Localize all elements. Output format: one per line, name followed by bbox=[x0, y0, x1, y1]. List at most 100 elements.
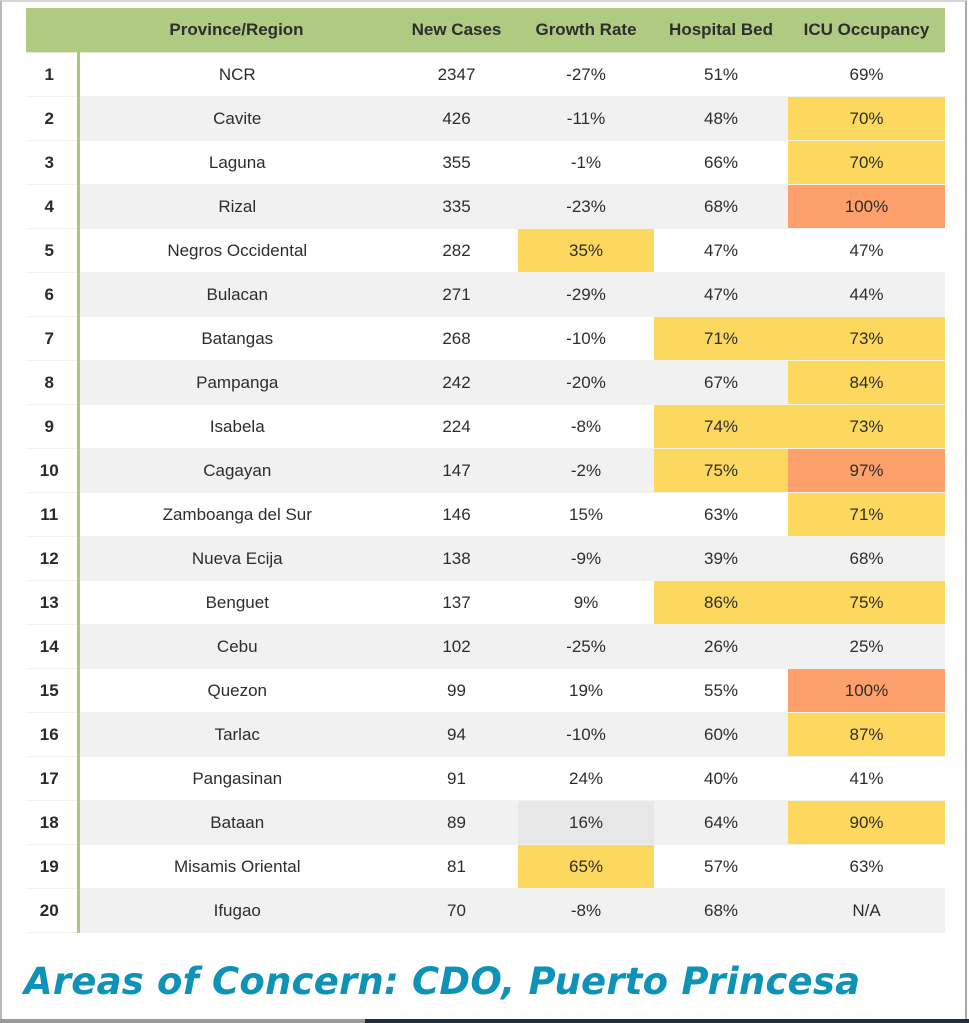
table-row: 13 Benguet 137 9% 86% 75% bbox=[26, 580, 945, 625]
icu-occupancy-cell: 47% bbox=[788, 228, 945, 273]
growth-rate-cell: -23% bbox=[518, 184, 654, 229]
new-cases-cell: 89 bbox=[395, 800, 518, 845]
hospital-bed-cell: 47% bbox=[654, 228, 788, 273]
growth-rate-cell: -10% bbox=[518, 712, 654, 757]
province-cell: Ifugao bbox=[78, 888, 395, 933]
new-cases-cell: 224 bbox=[395, 404, 518, 449]
icu-occupancy-cell: 100% bbox=[788, 668, 945, 713]
growth-rate-cell: 35% bbox=[518, 228, 654, 273]
province-cell: Zamboanga del Sur bbox=[78, 492, 395, 537]
new-cases-cell: 91 bbox=[395, 756, 518, 801]
growth-rate-cell: 24% bbox=[518, 756, 654, 801]
row-rank: 17 bbox=[26, 756, 80, 801]
header-rank bbox=[26, 8, 78, 53]
icu-occupancy-cell: 63% bbox=[788, 844, 945, 889]
table-row: 5 Negros Occidental 282 35% 47% 47% bbox=[26, 228, 945, 273]
icu-occupancy-cell: N/A bbox=[788, 888, 945, 933]
hospital-bed-cell: 55% bbox=[654, 668, 788, 713]
icu-occupancy-cell: 71% bbox=[788, 492, 945, 537]
table-row: 12 Nueva Ecija 138 -9% 39% 68% bbox=[26, 536, 945, 581]
table-row: 15 Quezon 99 19% 55% 100% bbox=[26, 668, 945, 713]
growth-rate-cell: -8% bbox=[518, 888, 654, 933]
growth-rate-cell: -27% bbox=[518, 52, 654, 97]
icu-occupancy-cell: 75% bbox=[788, 580, 945, 625]
hospital-bed-cell: 71% bbox=[654, 316, 788, 361]
new-cases-cell: 70 bbox=[395, 888, 518, 933]
province-cell: Batangas bbox=[78, 316, 395, 361]
province-cell: Cebu bbox=[78, 624, 395, 669]
hospital-bed-cell: 60% bbox=[654, 712, 788, 757]
growth-rate-cell: 19% bbox=[518, 668, 654, 713]
icu-occupancy-cell: 87% bbox=[788, 712, 945, 757]
table-row: 14 Cebu 102 -25% 26% 25% bbox=[26, 624, 945, 669]
new-cases-cell: 2347 bbox=[395, 52, 518, 97]
row-rank: 13 bbox=[26, 580, 80, 625]
hospital-bed-cell: 67% bbox=[654, 360, 788, 405]
table-row: 7 Batangas 268 -10% 71% 73% bbox=[26, 316, 945, 361]
header-province: Province/Region bbox=[78, 8, 395, 53]
new-cases-cell: 268 bbox=[395, 316, 518, 361]
table-row: 19 Misamis Oriental 81 65% 57% 63% bbox=[26, 844, 945, 889]
row-rank: 9 bbox=[26, 404, 80, 449]
growth-rate-cell: 16% bbox=[518, 800, 654, 845]
province-cell: Rizal bbox=[78, 184, 395, 229]
province-cell: Bulacan bbox=[78, 272, 395, 317]
icu-occupancy-cell: 90% bbox=[788, 800, 945, 845]
hospital-bed-cell: 63% bbox=[654, 492, 788, 537]
province-cell: Tarlac bbox=[78, 712, 395, 757]
province-cell: Pampanga bbox=[78, 360, 395, 405]
bottom-edge-dark-segment bbox=[365, 1019, 969, 1023]
icu-occupancy-cell: 69% bbox=[788, 52, 945, 97]
new-cases-cell: 147 bbox=[395, 448, 518, 493]
covid-provinces-table: Province/Region New Cases Growth Rate Ho… bbox=[26, 8, 945, 933]
new-cases-cell: 355 bbox=[395, 140, 518, 185]
growth-rate-cell: 65% bbox=[518, 844, 654, 889]
new-cases-cell: 94 bbox=[395, 712, 518, 757]
hospital-bed-cell: 64% bbox=[654, 800, 788, 845]
new-cases-cell: 99 bbox=[395, 668, 518, 713]
hospital-bed-cell: 74% bbox=[654, 404, 788, 449]
growth-rate-cell: 9% bbox=[518, 580, 654, 625]
growth-rate-cell: -8% bbox=[518, 404, 654, 449]
province-cell: Misamis Oriental bbox=[78, 844, 395, 889]
province-cell: NCR bbox=[78, 52, 395, 97]
province-cell: Negros Occidental bbox=[78, 228, 395, 273]
icu-occupancy-cell: 100% bbox=[788, 184, 945, 229]
row-rank: 14 bbox=[26, 624, 80, 669]
icu-occupancy-cell: 41% bbox=[788, 756, 945, 801]
table-row: 1 NCR 2347 -27% 51% 69% bbox=[26, 52, 945, 97]
hospital-bed-cell: 26% bbox=[654, 624, 788, 669]
row-rank: 7 bbox=[26, 316, 80, 361]
header-icu-occupancy: ICU Occupancy bbox=[788, 8, 945, 53]
new-cases-cell: 282 bbox=[395, 228, 518, 273]
icu-occupancy-cell: 73% bbox=[788, 316, 945, 361]
table-header-row: Province/Region New Cases Growth Rate Ho… bbox=[26, 8, 945, 53]
table-row: 9 Isabela 224 -8% 74% 73% bbox=[26, 404, 945, 449]
header-new-cases: New Cases bbox=[395, 8, 518, 53]
growth-rate-cell: -10% bbox=[518, 316, 654, 361]
province-cell: Cagayan bbox=[78, 448, 395, 493]
hospital-bed-cell: 48% bbox=[654, 96, 788, 141]
province-cell: Pangasinan bbox=[78, 756, 395, 801]
icu-occupancy-cell: 97% bbox=[788, 448, 945, 493]
province-cell: Bataan bbox=[78, 800, 395, 845]
growth-rate-cell: -11% bbox=[518, 96, 654, 141]
province-cell: Quezon bbox=[78, 668, 395, 713]
table-row: 16 Tarlac 94 -10% 60% 87% bbox=[26, 712, 945, 757]
icu-occupancy-cell: 68% bbox=[788, 536, 945, 581]
row-rank: 12 bbox=[26, 536, 80, 581]
hospital-bed-cell: 66% bbox=[654, 140, 788, 185]
row-rank: 1 bbox=[26, 52, 80, 97]
growth-rate-cell: -9% bbox=[518, 536, 654, 581]
growth-rate-cell: -29% bbox=[518, 272, 654, 317]
table-row: 6 Bulacan 271 -29% 47% 44% bbox=[26, 272, 945, 317]
hospital-bed-cell: 51% bbox=[654, 52, 788, 97]
table-row: 20 Ifugao 70 -8% 68% N/A bbox=[26, 888, 945, 933]
header-growth-rate: Growth Rate bbox=[518, 8, 654, 53]
table-row: 18 Bataan 89 16% 64% 90% bbox=[26, 800, 945, 845]
table-row: 8 Pampanga 242 -20% 67% 84% bbox=[26, 360, 945, 405]
bottom-edge bbox=[0, 1019, 969, 1023]
growth-rate-cell: -2% bbox=[518, 448, 654, 493]
growth-rate-cell: -1% bbox=[518, 140, 654, 185]
